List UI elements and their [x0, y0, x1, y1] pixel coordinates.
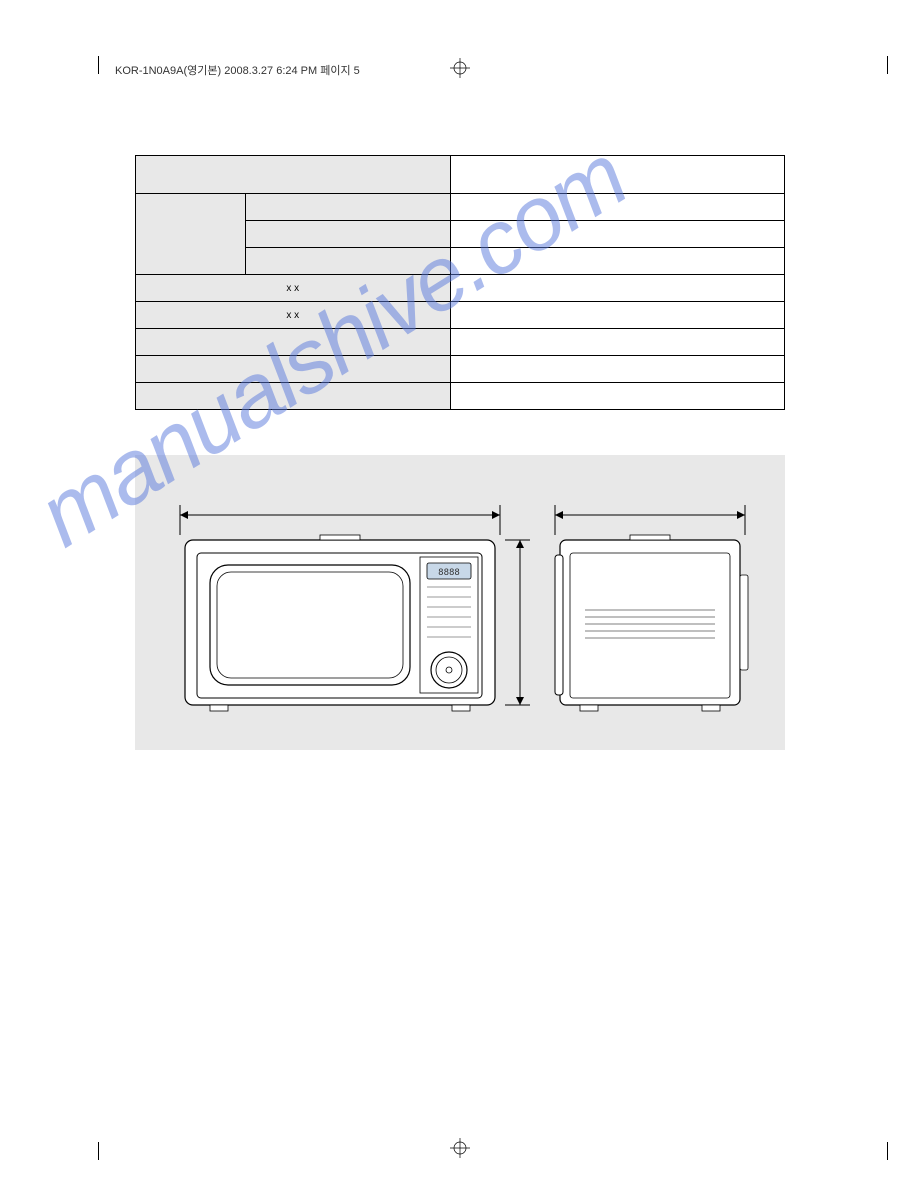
crop-mark	[98, 56, 99, 74]
crop-mark	[98, 1142, 99, 1160]
table-row	[136, 156, 785, 194]
spec-value	[450, 194, 784, 221]
spec-value	[450, 356, 784, 383]
crop-mark	[887, 1142, 888, 1160]
spec-label: x x	[136, 275, 451, 302]
table-row: x x	[136, 275, 785, 302]
spec-value	[450, 248, 784, 275]
spec-label	[136, 329, 451, 356]
spec-label	[136, 383, 451, 410]
dimensions-diagram: 8888	[135, 455, 785, 750]
microwave-dimensions-svg: 8888	[155, 475, 765, 730]
spec-label	[136, 356, 451, 383]
spec-value	[450, 329, 784, 356]
table-row	[136, 194, 785, 221]
table-row: x x	[136, 302, 785, 329]
crop-mark	[887, 56, 888, 74]
spec-value	[450, 302, 784, 329]
spec-label: x x	[136, 302, 451, 329]
registration-mark-icon	[450, 58, 470, 78]
table-row	[136, 383, 785, 410]
microwave-side-view	[555, 535, 748, 711]
specifications-table: x x x x	[135, 155, 785, 410]
spec-sublabel	[245, 221, 450, 248]
width-dimension	[180, 505, 500, 535]
table-row	[136, 356, 785, 383]
spec-value	[450, 383, 784, 410]
spec-sublabel	[245, 194, 450, 221]
depth-dimension	[555, 505, 745, 535]
height-dimension	[505, 540, 530, 705]
registration-mark-icon	[450, 1138, 470, 1158]
spec-value	[450, 275, 784, 302]
spec-label	[136, 156, 451, 194]
spec-label	[136, 194, 246, 275]
spec-value	[450, 221, 784, 248]
spec-sublabel	[245, 248, 450, 275]
microwave-front-view: 8888	[185, 535, 495, 711]
table-row	[136, 329, 785, 356]
display-text: 8888	[438, 568, 460, 578]
page-header-info: KOR-1N0A9A(영기본) 2008.3.27 6:24 PM 페이지 5	[115, 62, 360, 78]
spec-value	[450, 156, 784, 194]
